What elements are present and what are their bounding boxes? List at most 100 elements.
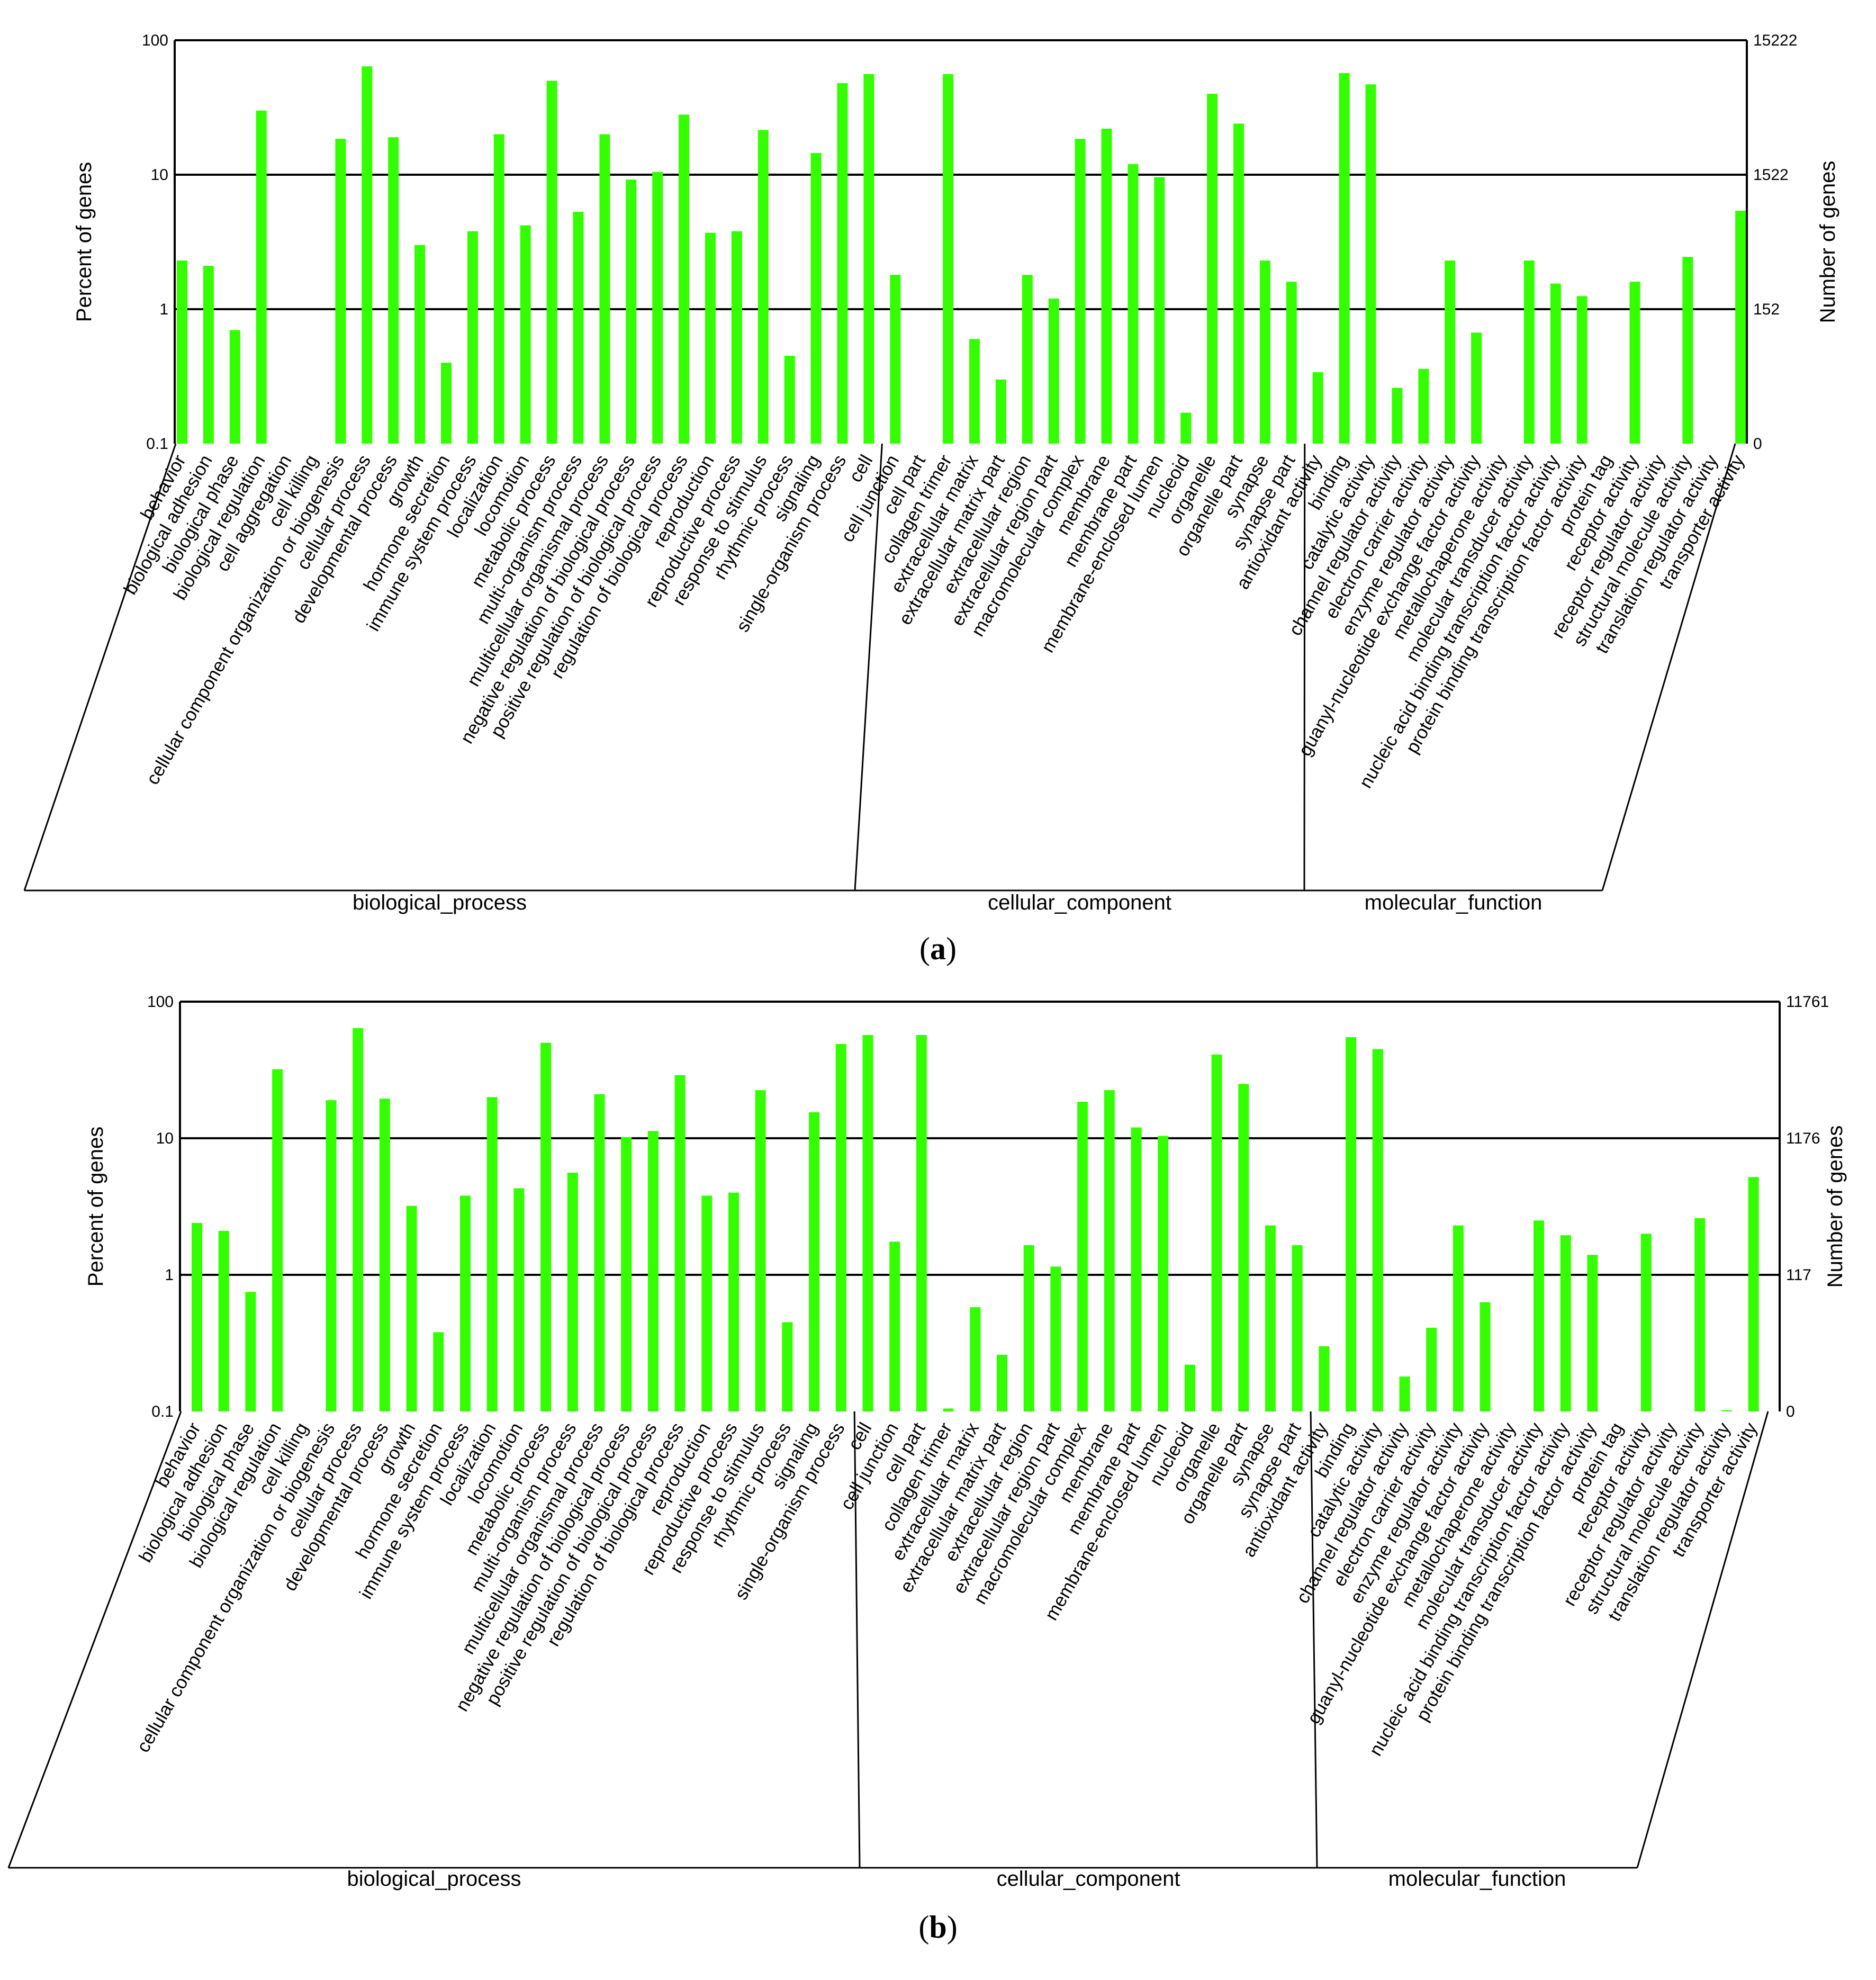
y-tick-left: 0.1 (151, 1403, 174, 1420)
y-axis-label-left: Percent of genes (73, 162, 96, 322)
y-tick-left: 100 (142, 32, 168, 49)
bar (1453, 1225, 1464, 1411)
group-divider (1303, 443, 1306, 891)
bar (1399, 1376, 1410, 1411)
bar (969, 339, 980, 444)
bar (1265, 1225, 1276, 1411)
bar (540, 1042, 552, 1411)
bar (594, 1094, 605, 1411)
bar (1048, 298, 1059, 444)
bar (1346, 1037, 1357, 1411)
bar (647, 1131, 659, 1411)
bar (513, 1188, 525, 1411)
bar (970, 1307, 981, 1411)
panel-label: (a) (919, 931, 957, 966)
bar (1184, 1364, 1195, 1411)
bar (757, 130, 769, 444)
bar (1418, 368, 1429, 444)
y-tick-right: 117 (1786, 1266, 1811, 1284)
bar (626, 179, 637, 444)
bar (863, 74, 874, 444)
y-tick-right: 152 (1753, 301, 1780, 318)
bar (388, 137, 399, 444)
bar (326, 1100, 337, 1411)
bar (1471, 332, 1482, 444)
group-divider (1310, 1411, 1318, 1868)
bar (1022, 275, 1033, 444)
bar (467, 231, 478, 444)
bar (256, 110, 267, 444)
bar (520, 225, 531, 444)
bar (1286, 282, 1297, 444)
chart-panel-a: 100 15222 10 1522 1 152 0.1 0 Percent of genes Nu… (23, 32, 1839, 966)
bar (1075, 139, 1086, 444)
y-axis-label-right: Number of genes (1816, 161, 1839, 323)
bar (810, 153, 822, 444)
bar (1445, 260, 1456, 444)
group-boundary-left (7, 1411, 182, 1868)
bar (1365, 84, 1376, 444)
bar (192, 1222, 202, 1411)
bar (460, 1195, 471, 1411)
y-axis-label-left: Percent of genes (84, 1127, 107, 1286)
bar (1101, 129, 1112, 444)
bar (414, 245, 426, 444)
bar (943, 1408, 954, 1411)
y-tick-left: 0.1 (146, 435, 168, 453)
bar (218, 1230, 229, 1411)
bar (1292, 1245, 1303, 1411)
bar (943, 74, 954, 444)
group-label: molecular_function (1365, 891, 1543, 914)
bar (272, 1069, 283, 1411)
group-label: cellular_component (988, 891, 1171, 914)
bar (573, 212, 584, 444)
bar (889, 1241, 900, 1411)
bar (1694, 1218, 1706, 1411)
y-tick-left: 10 (156, 1130, 174, 1147)
bar (862, 1034, 873, 1411)
bar (1534, 1220, 1544, 1411)
group-divider (853, 1411, 861, 1868)
bar (433, 1332, 444, 1411)
bar (1128, 164, 1139, 444)
bar (1207, 94, 1218, 444)
bar (1392, 388, 1403, 444)
bar (1550, 283, 1561, 444)
group-label: biological_process (353, 891, 527, 914)
bar (1104, 1090, 1115, 1411)
y-tick-right: 0 (1753, 435, 1762, 453)
y-tick-right: 0 (1786, 1403, 1795, 1420)
bar (1735, 210, 1746, 444)
bar (493, 134, 504, 444)
bar (1587, 1255, 1598, 1411)
bar (203, 266, 214, 444)
bar (1560, 1235, 1571, 1411)
bar (916, 1034, 927, 1411)
bar (1158, 1136, 1169, 1411)
bar (784, 356, 795, 444)
bar (362, 66, 373, 444)
bar (177, 260, 187, 444)
bar (1238, 1084, 1249, 1411)
bar (1131, 1127, 1142, 1411)
bar (1211, 1054, 1222, 1411)
bar (1050, 1266, 1061, 1411)
bar (546, 80, 557, 444)
bar (809, 1112, 820, 1411)
panel-label: (b) (918, 1910, 957, 1945)
group-label: molecular_function (1388, 1867, 1566, 1891)
bar (245, 1292, 256, 1411)
y-tick-right: 1176 (1786, 1130, 1820, 1147)
bar (890, 275, 901, 444)
bar (1180, 412, 1192, 444)
bar (1640, 1234, 1652, 1411)
bar (599, 134, 610, 444)
bar (1748, 1177, 1759, 1411)
bar (1523, 260, 1535, 444)
bar (705, 232, 716, 444)
bar (1259, 260, 1270, 444)
bar (1576, 296, 1588, 444)
group-label: biological_process (347, 1867, 521, 1891)
bar (835, 1043, 846, 1411)
bar (1339, 73, 1350, 444)
